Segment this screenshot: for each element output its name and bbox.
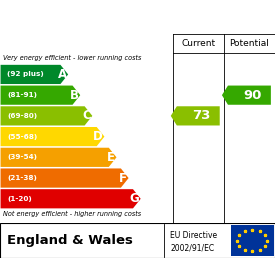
Text: (92 plus): (92 plus) (7, 71, 44, 77)
Bar (231, 225, 274, 256)
Text: F: F (119, 172, 127, 184)
Polygon shape (1, 168, 129, 188)
Polygon shape (1, 189, 141, 208)
Polygon shape (171, 106, 220, 125)
Text: EU Directive: EU Directive (170, 231, 218, 240)
Polygon shape (1, 65, 68, 84)
Polygon shape (1, 86, 80, 105)
Text: (55-68): (55-68) (7, 134, 38, 140)
Text: Potential: Potential (229, 38, 270, 47)
Text: Current: Current (181, 38, 215, 47)
Text: Not energy efficient - higher running costs: Not energy efficient - higher running co… (3, 211, 141, 217)
Text: G: G (130, 192, 139, 205)
Polygon shape (1, 148, 117, 167)
Text: Very energy efficient - lower running costs: Very energy efficient - lower running co… (3, 54, 141, 61)
Text: 90: 90 (243, 89, 261, 102)
Text: 2002/91/EC: 2002/91/EC (170, 243, 214, 252)
Text: E: E (107, 151, 115, 164)
Text: C: C (82, 109, 91, 122)
Text: England & Wales: England & Wales (7, 234, 133, 247)
Polygon shape (222, 86, 271, 105)
Text: (21-38): (21-38) (7, 175, 37, 181)
Text: (69-80): (69-80) (7, 113, 38, 119)
Text: (1-20): (1-20) (7, 196, 32, 202)
Text: D: D (93, 130, 103, 143)
Text: (39-54): (39-54) (7, 154, 37, 160)
Text: B: B (70, 89, 79, 102)
Text: (81-91): (81-91) (7, 92, 37, 98)
Polygon shape (1, 106, 92, 125)
Polygon shape (1, 127, 104, 146)
Text: 73: 73 (192, 109, 210, 122)
Text: A: A (58, 68, 67, 81)
Text: Energy Efficiency Rating: Energy Efficiency Rating (7, 9, 209, 24)
